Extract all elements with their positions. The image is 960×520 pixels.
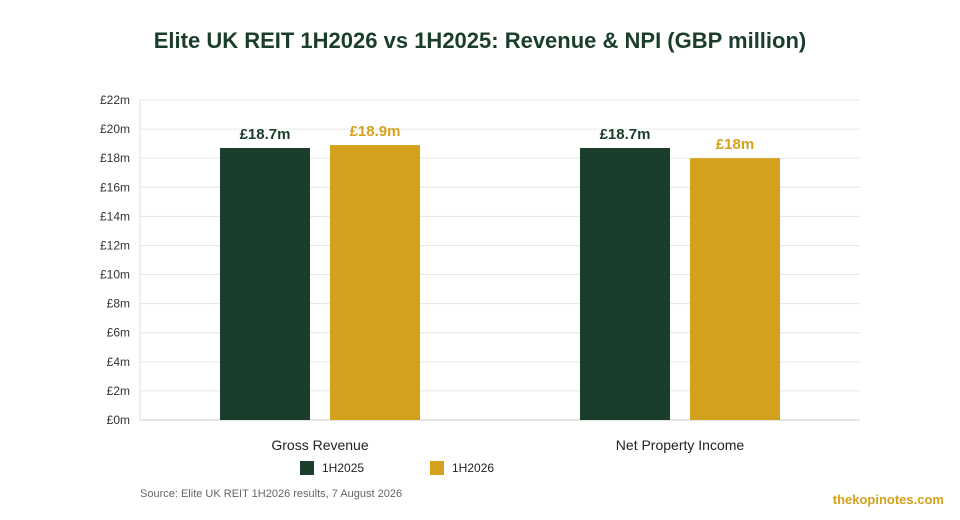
y-tick-label: £22m xyxy=(100,93,130,107)
y-tick-label: £2m xyxy=(107,384,130,398)
y-tick-label: £6m xyxy=(107,326,130,340)
x-axis-categories: Gross Revenue Net Property Income xyxy=(271,437,744,453)
y-tick-label: £4m xyxy=(107,355,130,369)
y-tick-label: £8m xyxy=(107,297,130,311)
value-label: £18.9m xyxy=(350,123,401,140)
y-tick-label: £18m xyxy=(100,151,130,165)
bar xyxy=(580,148,670,420)
y-axis-ticks: £0m £2m £4m £6m £8m £10m £12m £14m £16m £18m £20m £… xyxy=(100,93,130,427)
legend-swatch xyxy=(300,461,314,475)
x-category-label: Gross Revenue xyxy=(271,437,368,453)
legend: 1H2025 1H2026 xyxy=(300,461,494,475)
legend-label: 1H2025 xyxy=(322,461,364,475)
bar xyxy=(690,158,780,420)
value-label: £18m xyxy=(716,136,754,153)
bar xyxy=(220,148,310,420)
legend-label: 1H2026 xyxy=(452,461,494,475)
watermark: thekopinotes.com xyxy=(832,492,944,507)
y-tick-label: £0m xyxy=(107,413,130,427)
y-tick-label: £14m xyxy=(100,209,130,223)
legend-swatch xyxy=(430,461,444,475)
x-category-label: Net Property Income xyxy=(616,437,745,453)
bar xyxy=(330,145,420,420)
y-tick-label: £10m xyxy=(100,268,130,282)
source-note: Source: Elite UK REIT 1H2026 results, 7 … xyxy=(140,488,403,500)
value-label: £18.7m xyxy=(600,126,651,143)
value-label: £18.7m xyxy=(240,126,291,143)
y-tick-label: £16m xyxy=(100,180,130,194)
bars xyxy=(220,145,780,420)
y-tick-label: £20m xyxy=(100,122,130,136)
data-labels: £18.7m £18.9m £18.7m £18m xyxy=(240,123,755,153)
chart-title: Elite UK REIT 1H2026 vs 1H2025: Revenue … xyxy=(153,28,807,53)
y-tick-label: £12m xyxy=(100,238,130,252)
